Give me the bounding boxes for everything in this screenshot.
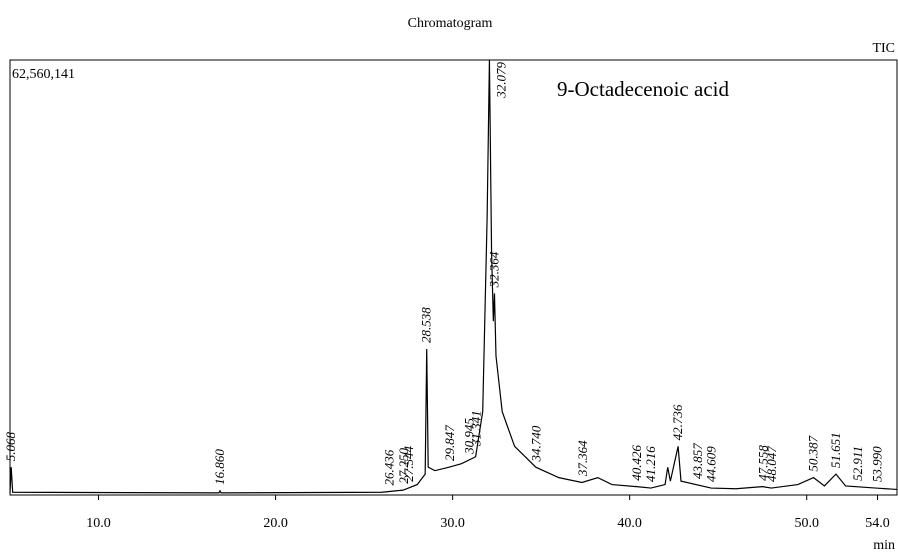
- peak-label: 16.860: [212, 449, 227, 485]
- peak-label: 47.558: [755, 445, 770, 481]
- plot-frame: [9, 59, 898, 496]
- peak-label: 52.911: [850, 446, 865, 481]
- trace: [9, 59, 898, 494]
- peak-label: 51.651: [828, 432, 843, 468]
- peak-label: 28.538: [419, 307, 434, 343]
- x-tick-label: 40.0: [617, 516, 642, 531]
- x-tick-label: 10.0: [86, 516, 111, 531]
- peak-label: 34.740: [529, 425, 544, 462]
- x-tick-label: 54.0: [865, 516, 890, 531]
- peak-label: 32.079: [493, 62, 508, 99]
- x-tick-label: 30.0: [440, 516, 465, 531]
- peak-label: 41.216: [643, 446, 658, 482]
- peak-label: 44.609: [703, 446, 718, 482]
- chart-title: Chromatogram: [408, 16, 493, 31]
- peak-label: 48.047: [764, 446, 779, 482]
- peak-label: 53.990: [869, 446, 884, 482]
- annotation: 9-Octadecenoic acid: [557, 77, 729, 101]
- peak-label: 43.857: [690, 443, 705, 479]
- peak-label: 37.364: [575, 440, 590, 477]
- peak-label: 30.945: [461, 418, 476, 455]
- y-tick-label: 62,560,141: [12, 67, 75, 82]
- x-tick-label: 20.0: [263, 516, 288, 531]
- peak-label: 40.426: [629, 444, 644, 480]
- peak-label: 50.387: [806, 435, 821, 471]
- peak-label: 5.068: [3, 431, 18, 461]
- peak-label: 42.736: [670, 404, 685, 440]
- trace-label: TIC: [872, 41, 895, 56]
- peak-label: 31.341: [468, 410, 483, 447]
- peak-label: 27.544: [401, 445, 416, 481]
- peak-label: 29.847: [442, 425, 457, 461]
- peak-label: 26.436: [382, 449, 397, 485]
- x-tick-label: 50.0: [794, 516, 819, 531]
- peak-label: 27.250: [396, 448, 411, 484]
- x-axis-label: min: [873, 538, 895, 553]
- peak-label: 32.364: [486, 251, 501, 288]
